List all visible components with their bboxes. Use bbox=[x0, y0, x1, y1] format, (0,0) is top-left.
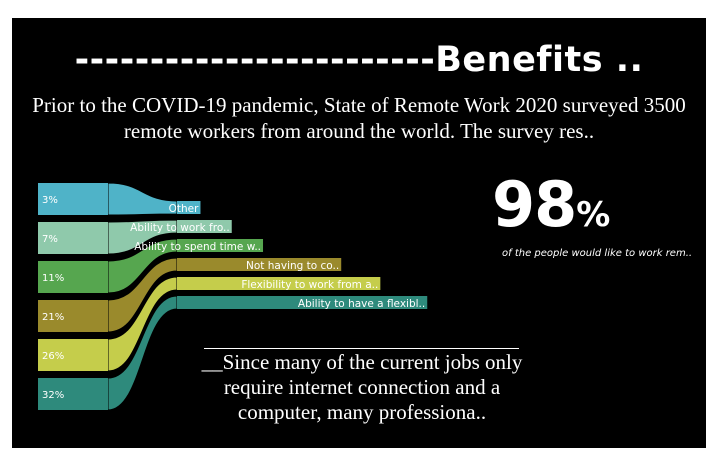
category-block-0 bbox=[38, 183, 108, 215]
category-block-4 bbox=[38, 339, 108, 371]
category-block-3 bbox=[38, 300, 108, 332]
value-label-4: 26% bbox=[42, 351, 64, 362]
page-title: ------------------------Benefits .. bbox=[74, 40, 644, 80]
category-label-4: Flexibility to work from a.. bbox=[241, 279, 378, 291]
sankey-bar-chart: 3% Other 7% Ability to work fro.. 11% Ability… bbox=[38, 182, 428, 411]
dashboard-panel: ------------------------Benefits .. Prio… bbox=[12, 18, 706, 448]
category-label-3: Not having to co.. bbox=[246, 260, 339, 272]
value-label-1: 7% bbox=[42, 234, 58, 245]
value-label-5: 32% bbox=[42, 390, 64, 401]
category-block-1 bbox=[38, 222, 108, 254]
ribbon-2 bbox=[107, 238, 178, 294]
intro-text: Prior to the COVID-19 pandemic, State of… bbox=[32, 93, 686, 143]
big-stat: 98% bbox=[492, 168, 610, 241]
ribbon-4 bbox=[107, 276, 178, 372]
value-label-3: 21% bbox=[42, 312, 64, 323]
bar-3[interactable] bbox=[177, 258, 342, 271]
category-block-2 bbox=[38, 261, 108, 293]
category-label-1: Ability to work fro.. bbox=[130, 222, 230, 234]
ribbon-3 bbox=[107, 257, 178, 333]
category-label-0: Other bbox=[169, 203, 199, 215]
bar-2[interactable] bbox=[177, 239, 264, 252]
bar-4[interactable] bbox=[177, 277, 381, 290]
stat-caption: of the people would like to work rem.. bbox=[502, 248, 693, 259]
category-label-2: Ability to spend time w.. bbox=[134, 241, 261, 253]
value-label-0: 3% bbox=[42, 195, 58, 206]
bar-0[interactable] bbox=[177, 201, 201, 214]
ribbon-0 bbox=[107, 182, 178, 216]
category-block-5 bbox=[38, 378, 108, 410]
bar-1[interactable] bbox=[177, 220, 232, 233]
note-text: __Since many of the current jobs only re… bbox=[201, 350, 523, 424]
big-stat-value: 98 bbox=[492, 168, 577, 241]
big-stat-unit: % bbox=[576, 195, 611, 235]
note-divider bbox=[204, 348, 519, 349]
bar-5[interactable] bbox=[177, 296, 428, 309]
ribbon-1 bbox=[107, 219, 178, 255]
value-label-2: 11% bbox=[42, 273, 64, 284]
category-label-5: Ability to have a flexibl.. bbox=[298, 298, 425, 310]
ribbon-5 bbox=[107, 295, 178, 411]
